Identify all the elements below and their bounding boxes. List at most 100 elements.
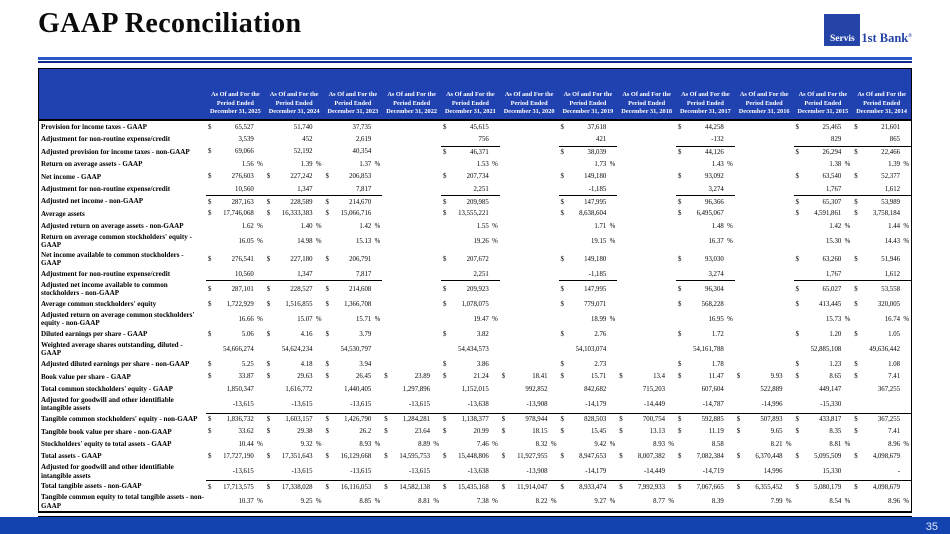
cell-value: 8.93 bbox=[653, 440, 665, 448]
cell-value: 8.96 bbox=[888, 498, 900, 506]
dollar-sign: $ bbox=[736, 453, 741, 461]
dollar-sign: $ bbox=[266, 173, 271, 181]
table-cell: $25,465 bbox=[794, 121, 853, 133]
row-label: Net income - GAAP bbox=[41, 172, 102, 181]
row-label: Tangible common stockholders' equity - n… bbox=[41, 415, 198, 424]
table-cell: $11,927,955 bbox=[500, 450, 559, 462]
dollar-sign: $ bbox=[266, 453, 271, 461]
cell-value: 3,758,184 bbox=[872, 210, 900, 218]
percent-sign: % bbox=[903, 160, 909, 168]
cell-value: 16,333,383 bbox=[281, 210, 313, 218]
cell-value: 320,005 bbox=[877, 300, 900, 308]
table-row: Adjusted for goodwill and other identifi… bbox=[39, 463, 911, 481]
cell-value: 1.48 bbox=[711, 222, 724, 230]
cell-value: 15.07 bbox=[297, 315, 313, 323]
cell-value: 19.47 bbox=[473, 315, 489, 323]
cell-value: 7,067,665 bbox=[696, 483, 724, 491]
table-cell: 54,161,788 bbox=[676, 341, 735, 359]
row-label: Average common stockholders' equity bbox=[41, 300, 157, 309]
column-header: As Of and For the Period Ended December … bbox=[856, 91, 908, 115]
cell-value: 228,527 bbox=[290, 286, 313, 294]
cell-value: 828,503 bbox=[584, 416, 607, 424]
table-cell: $69,066 bbox=[206, 146, 265, 158]
cell-value: 14.43 bbox=[884, 237, 900, 245]
table-cell: $65,527 bbox=[206, 121, 265, 133]
cell-value: 37,618 bbox=[587, 123, 607, 131]
page-number: 35 bbox=[925, 521, 938, 533]
percent-sign: % bbox=[257, 222, 263, 230]
table-cell: 1,767 bbox=[794, 268, 853, 280]
table-cell bbox=[735, 358, 794, 370]
table-cell: $1,284,281 bbox=[382, 413, 441, 425]
table-cell bbox=[735, 250, 794, 268]
table-cell: 756 bbox=[441, 133, 500, 145]
cell-value: 17,727,190 bbox=[223, 453, 254, 461]
header-corner bbox=[39, 69, 206, 119]
table-cell: 10.37% bbox=[206, 493, 265, 511]
table-cell: $828,503 bbox=[558, 413, 618, 425]
cell-value: -13,615 bbox=[409, 400, 430, 408]
table-cell: 1.43% bbox=[676, 158, 735, 170]
cell-value: 14.98 bbox=[297, 237, 313, 245]
table-cell bbox=[735, 195, 794, 207]
cell-value: 46,371 bbox=[470, 148, 489, 156]
table-cell: 10,560 bbox=[206, 183, 265, 195]
dollar-sign: $ bbox=[560, 300, 564, 308]
row-label: Adjusted net income available to common … bbox=[41, 280, 168, 298]
cell-value: 2,251 bbox=[473, 270, 489, 278]
percent-sign: % bbox=[609, 315, 616, 323]
table-cell bbox=[617, 133, 676, 145]
dollar-sign: $ bbox=[443, 330, 447, 338]
cell-value: 4.16 bbox=[300, 330, 313, 338]
table-row: Weighted average shares outstanding, dil… bbox=[39, 341, 911, 359]
table-cell bbox=[735, 328, 794, 340]
table-cell: -13,615 bbox=[382, 463, 441, 481]
cell-value: 26.45 bbox=[355, 373, 372, 381]
cell-value: 1,767 bbox=[825, 185, 842, 193]
cell-value: 209,923 bbox=[466, 286, 489, 294]
table-cell bbox=[735, 171, 794, 183]
dollar-sign: $ bbox=[266, 483, 271, 491]
percent-sign: % bbox=[727, 222, 733, 230]
cell-value: 14,582,138 bbox=[399, 483, 430, 491]
table-cell bbox=[382, 298, 441, 310]
cell-value: - bbox=[897, 468, 900, 476]
table-cell: $4.16 bbox=[265, 328, 324, 340]
table-row: Adjusted net income available to common … bbox=[39, 280, 911, 298]
table-cell bbox=[500, 268, 559, 280]
dollar-sign: $ bbox=[208, 198, 212, 206]
cell-value: 29.38 bbox=[297, 428, 313, 436]
cell-value: 23.89 bbox=[414, 373, 430, 381]
table-cell: 40,354 bbox=[324, 146, 383, 158]
dollar-sign: $ bbox=[325, 416, 329, 424]
dollar-sign: $ bbox=[501, 428, 506, 436]
cell-value: 7,817 bbox=[355, 185, 372, 193]
dollar-sign: $ bbox=[443, 300, 447, 308]
table-cell bbox=[500, 298, 559, 310]
cell-value: 206,853 bbox=[349, 173, 372, 181]
table-cell: 1.56% bbox=[206, 158, 265, 170]
cell-value: -14,787 bbox=[702, 400, 724, 408]
table-row: Adjusted return on average common stockh… bbox=[39, 310, 911, 328]
cell-value: -13,908 bbox=[526, 468, 548, 476]
cell-value: 3.86 bbox=[476, 360, 489, 368]
dollar-sign: $ bbox=[619, 373, 623, 381]
cell-value: -13,615 bbox=[232, 468, 254, 476]
cell-value: 15,435,168 bbox=[458, 483, 489, 491]
table-cell: 8.77% bbox=[617, 493, 676, 511]
table-cell: 1.55% bbox=[441, 220, 500, 232]
dollar-sign: $ bbox=[736, 483, 741, 491]
column-header: As Of and For the Period Ended December … bbox=[621, 91, 673, 115]
gaap-reconciliation-table: As Of and For the Period Ended December … bbox=[38, 68, 912, 511]
table-row: Adjusted for goodwill and other identifi… bbox=[39, 395, 911, 413]
table-cell: $1,138,377 bbox=[441, 413, 500, 425]
percent-sign: % bbox=[315, 222, 322, 230]
table-cell: $1,516,855 bbox=[265, 298, 324, 310]
table-cell: $11.19 bbox=[676, 426, 735, 438]
dollar-sign: $ bbox=[854, 123, 858, 131]
dollar-sign: $ bbox=[619, 483, 623, 491]
cell-value: 19.26 bbox=[473, 237, 489, 245]
cell-value: 63,260 bbox=[822, 255, 842, 263]
table-cell: $17,338,028 bbox=[264, 480, 324, 492]
table-cell: 8.93% bbox=[617, 438, 676, 450]
